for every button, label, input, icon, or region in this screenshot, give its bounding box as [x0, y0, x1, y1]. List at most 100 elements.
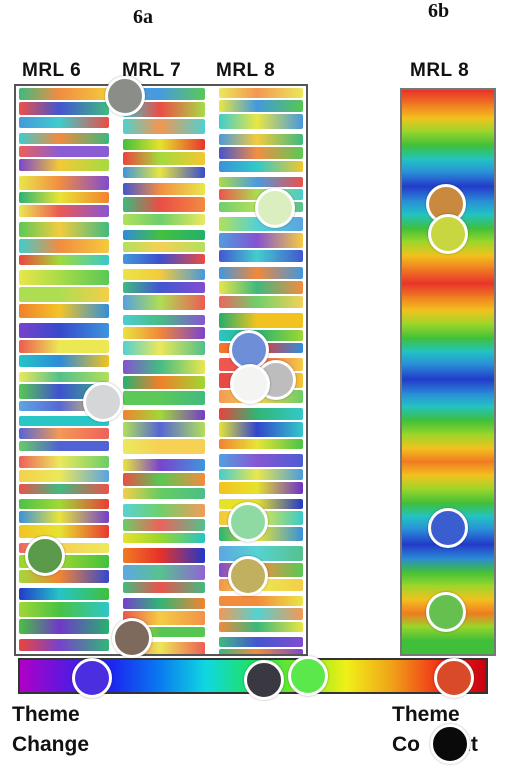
theme-band: [19, 159, 109, 171]
theme-band: [219, 596, 303, 606]
theme-band: [19, 239, 109, 253]
marker-charcoal: [244, 660, 284, 700]
theme-band: [219, 114, 303, 129]
theme-band: [123, 230, 205, 240]
theme-band: [19, 340, 109, 353]
theme-strip: [402, 117, 494, 133]
theme-strip: [402, 488, 494, 504]
theme-strip: [402, 447, 494, 463]
theme-band: [19, 511, 109, 523]
theme-band: [19, 602, 109, 617]
theme-band: [19, 192, 109, 203]
marker-green: [426, 592, 466, 632]
theme-band: [219, 454, 303, 467]
theme-band: [219, 88, 303, 98]
theme-band: [123, 627, 205, 637]
theme-band: [123, 102, 205, 117]
theme-band: [19, 499, 109, 509]
theme-band: [19, 588, 109, 600]
theme-strip: [402, 571, 494, 587]
figure-label-6a: 6a: [133, 6, 153, 28]
theme-band: [123, 533, 205, 543]
theme-band: [123, 341, 205, 355]
theme-strip: [402, 351, 494, 367]
theme-strip: [402, 323, 494, 339]
theme-band: [123, 139, 205, 150]
panel-6b: [400, 88, 496, 656]
theme-band: [19, 133, 109, 144]
theme-band: [123, 391, 205, 405]
theme-band: [19, 323, 109, 338]
theme-band: [219, 250, 303, 262]
theme-band: [19, 639, 109, 651]
theme-strip: [402, 90, 494, 105]
theme-strip: [402, 420, 494, 435]
figure-label-6b: 6b: [428, 0, 450, 22]
theme-band: [123, 439, 205, 454]
theme-strip: [402, 172, 494, 188]
column-separator: [112, 86, 120, 654]
theme-band: [123, 327, 205, 339]
theme-band: [19, 484, 109, 494]
theme-band: [123, 152, 205, 165]
theme-strip: [402, 406, 494, 422]
theme-band: [19, 287, 109, 302]
theme-band: [19, 372, 109, 382]
theme-band: [19, 270, 109, 285]
theme-band: [219, 233, 303, 248]
theme-band: [123, 488, 205, 499]
theme-band: [19, 401, 109, 411]
theme-strip: [402, 461, 494, 477]
theme-band: [123, 410, 205, 420]
theme-strip: [402, 433, 494, 449]
column-mrl7: [120, 86, 208, 654]
theme-band: [123, 519, 205, 531]
theme-band: [19, 176, 109, 190]
theme-band: [219, 147, 303, 159]
theme-band: [19, 205, 109, 217]
theme-strip: [402, 337, 494, 353]
theme-band: [19, 619, 109, 634]
theme-band: [123, 119, 205, 134]
theme-band: [123, 422, 205, 437]
marker-olive: [228, 556, 268, 596]
theme-band: [123, 282, 205, 293]
theme-band: [123, 214, 205, 225]
theme-band: [123, 548, 205, 563]
theme-strip: [402, 378, 494, 394]
marker-bright-green: [288, 656, 328, 696]
marker-gray-top: [105, 76, 145, 116]
theme-band: [123, 504, 205, 517]
theme-strip: [402, 145, 494, 160]
theme-band: [219, 422, 303, 437]
theme-band: [123, 197, 205, 212]
theme-band: [19, 255, 109, 265]
theme-band: [19, 456, 109, 468]
marker-white: [230, 364, 270, 404]
theme-band: [219, 649, 303, 654]
theme-strip: [402, 310, 494, 325]
theme-band: [219, 439, 303, 449]
theme-strip: [402, 640, 494, 654]
scale-label-right-part1: Co: [392, 733, 420, 756]
marker-black: [430, 724, 470, 764]
theme-band: [123, 582, 205, 593]
theme-band: [219, 637, 303, 647]
theme-band: [19, 416, 109, 426]
theme-band: [19, 543, 109, 553]
theme-strip: [402, 158, 494, 174]
theme-strip: [402, 365, 494, 380]
scale-label-right-line1: Theme: [392, 703, 460, 726]
marker-pale-green: [255, 188, 295, 228]
theme-band: [219, 177, 303, 187]
theme-band: [19, 222, 109, 237]
theme-strip: [402, 543, 494, 559]
theme-band: [19, 470, 109, 482]
theme-band: [19, 146, 109, 157]
theme-band: [219, 161, 303, 172]
column-header-mrl6: MRL 6: [22, 60, 82, 81]
scale-label-left-line2: Change: [12, 733, 90, 756]
theme-strip: [402, 626, 494, 642]
theme-band: [219, 622, 303, 632]
theme-strip: [402, 282, 494, 298]
